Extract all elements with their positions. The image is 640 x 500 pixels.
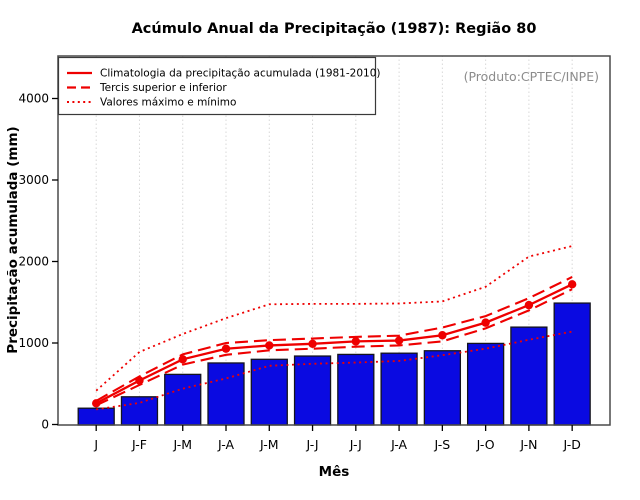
climatology-marker xyxy=(308,339,317,349)
x-tick-label: J-F xyxy=(131,437,147,452)
x-tick-label: J-J xyxy=(305,437,318,452)
plot-layers: J J-F J-M J-A J-M J-J J-J J-A J-S J-O J-N J-D 0 1000 2… xyxy=(18,55,611,452)
x-tick-label: J-D xyxy=(562,437,580,452)
legend-box xyxy=(57,56,377,116)
x-tick-label: J-A xyxy=(217,437,234,452)
chart-title: Acúmulo Anual da Precipitação (1987): Re… xyxy=(132,21,537,37)
x-axis-title: Mês xyxy=(319,464,350,480)
x-tick-label: J-O xyxy=(476,437,495,452)
y-tick-label: 3000 xyxy=(18,173,49,187)
climatology-marker xyxy=(524,300,534,310)
bar xyxy=(380,352,418,426)
climatology-marker xyxy=(221,344,231,353)
bar xyxy=(77,407,115,426)
x-tick-label: J-S xyxy=(434,437,451,452)
bar xyxy=(553,302,591,426)
y-tick-label: 2000 xyxy=(18,255,49,269)
climatology-marker xyxy=(394,336,404,345)
bar xyxy=(466,342,505,426)
series-valor_minimo-line xyxy=(96,330,573,411)
source-annotation: (Produto:CPTEC/INPE) xyxy=(464,69,599,84)
series-tercil_inferior-line xyxy=(95,288,573,407)
series-valor_maximo-line xyxy=(95,245,573,392)
x-tick-label: J-M xyxy=(259,437,279,452)
legend-label-max-min: Valores máximo e mínimo xyxy=(100,97,236,109)
bar xyxy=(207,362,245,426)
bar xyxy=(423,350,462,426)
x-tick-label: J-N xyxy=(519,437,537,452)
x-tick-label: J xyxy=(93,437,98,452)
climatology-marker xyxy=(351,337,361,346)
bar xyxy=(337,353,375,426)
series-climatologia-line xyxy=(95,283,573,405)
climatology-marker xyxy=(481,318,490,327)
y-axis-title: Precipitação acumulada (mm) xyxy=(5,126,21,353)
bar xyxy=(250,358,288,426)
climatology-marker xyxy=(567,280,577,289)
x-tick-label: J-M xyxy=(172,437,192,452)
x-tick-label: J-A xyxy=(390,437,407,452)
y-tick-label: 4000 xyxy=(18,92,49,106)
climatology-marker xyxy=(178,355,187,364)
series-tercil_superior-line xyxy=(95,276,573,402)
bar xyxy=(293,355,332,426)
bar xyxy=(164,373,202,426)
legend-label-tercis: Tercis superior e inferior xyxy=(99,82,227,94)
legend-label-climatologia: Climatologia da precipitação acumulada (… xyxy=(100,68,380,80)
bar xyxy=(510,326,548,426)
bar xyxy=(120,396,159,426)
climatology-marker xyxy=(438,331,447,340)
climatology-marker xyxy=(265,341,274,350)
y-tick-label: 1000 xyxy=(18,336,49,350)
x-tick-label: J-J xyxy=(349,437,362,452)
y-tick-label: 0 xyxy=(41,418,49,432)
legend: Climatologia da precipitação acumulada (… xyxy=(57,56,380,116)
plot-frame xyxy=(57,55,611,426)
